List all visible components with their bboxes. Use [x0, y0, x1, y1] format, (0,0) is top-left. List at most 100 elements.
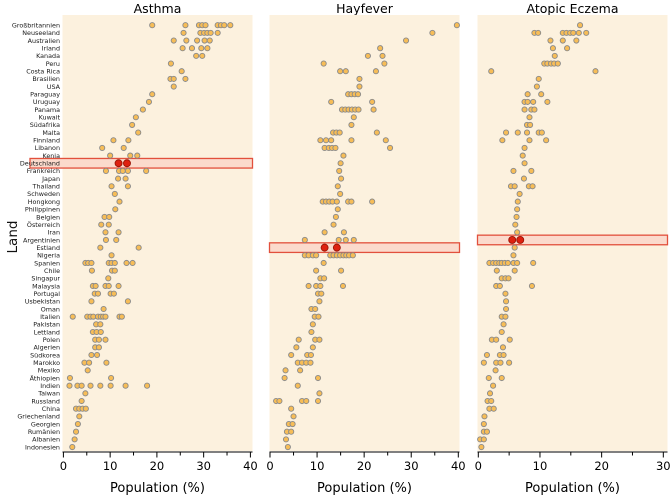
data-point — [478, 443, 485, 451]
data-point-highlight — [508, 236, 517, 244]
data-point — [202, 22, 209, 29]
data-point — [115, 175, 122, 182]
data-point — [316, 298, 323, 305]
data-point-highlight — [320, 243, 329, 252]
data-point — [99, 144, 106, 151]
country-label: Malaysia — [32, 282, 60, 290]
data-point — [122, 175, 129, 182]
data-point — [486, 390, 494, 397]
data-point — [103, 359, 110, 366]
country-label: Russland — [31, 397, 60, 405]
x-axis-label-eczema: Population (%) — [525, 481, 620, 496]
data-point — [335, 236, 342, 244]
country-label: Iran — [48, 229, 60, 237]
data-point — [510, 167, 517, 174]
data-point — [503, 298, 510, 305]
data-point — [364, 52, 371, 59]
data-point — [328, 98, 335, 105]
data-point — [526, 114, 533, 121]
data-point — [381, 60, 388, 67]
data-point — [356, 83, 363, 90]
data-point — [135, 244, 142, 251]
country-label: Griechenland — [17, 413, 60, 421]
data-point — [502, 290, 509, 297]
country-label: Estland — [36, 244, 60, 252]
data-point — [66, 374, 73, 382]
data-point — [76, 413, 83, 420]
data-point — [322, 137, 330, 144]
data-point — [527, 121, 534, 128]
data-point — [340, 229, 347, 236]
data-point — [338, 175, 345, 182]
data-point — [106, 213, 113, 220]
data-point — [350, 114, 357, 121]
data-point — [583, 29, 590, 36]
country-label: Portugal — [34, 290, 61, 298]
data-point — [500, 321, 507, 328]
data-point — [182, 75, 189, 82]
data-point — [305, 282, 312, 290]
country-label: Australien — [28, 37, 60, 45]
data-point — [134, 152, 141, 159]
country-label: Österreich — [27, 220, 60, 229]
data-point — [519, 152, 526, 159]
data-point — [69, 313, 76, 320]
data-point — [488, 68, 495, 75]
data-point — [350, 236, 357, 244]
data-point — [348, 137, 355, 144]
data-point — [110, 137, 117, 144]
data-point — [564, 45, 571, 52]
data-point — [102, 313, 109, 320]
data-point — [480, 436, 487, 443]
data-point — [288, 428, 295, 435]
data-point — [288, 405, 295, 412]
data-point — [356, 75, 363, 82]
data-point — [490, 405, 497, 412]
data-point — [100, 305, 107, 313]
x-tick-label: 0 — [266, 459, 273, 473]
data-point — [386, 144, 394, 151]
data-point — [340, 152, 347, 159]
data-point — [309, 344, 316, 351]
data-point — [178, 68, 185, 75]
data-point — [330, 221, 337, 228]
panel-background — [477, 15, 668, 451]
data-point — [182, 22, 189, 29]
highlight-box — [29, 157, 254, 169]
data-point — [313, 267, 320, 274]
x-tick-label: 0 — [60, 459, 67, 473]
data-point — [102, 167, 109, 174]
data-point — [290, 413, 297, 420]
data-point — [336, 167, 343, 174]
data-point — [559, 37, 566, 44]
data-point — [88, 351, 95, 359]
data-point — [496, 282, 503, 290]
data-point — [123, 259, 130, 267]
data-point — [112, 206, 119, 213]
country-label: Japan — [41, 175, 60, 183]
data-point — [301, 236, 308, 244]
data-point — [149, 22, 156, 29]
data-point — [355, 106, 362, 113]
data-point — [575, 29, 582, 36]
data-point — [523, 129, 531, 136]
data-point — [530, 259, 537, 267]
data-point-highlight — [123, 159, 131, 168]
x-tick-label: 40 — [243, 459, 258, 473]
data-point — [309, 321, 316, 328]
data-point — [516, 190, 523, 197]
data-point — [529, 183, 536, 190]
data-point — [108, 252, 115, 259]
data-point — [120, 144, 127, 151]
country-label: Malta — [42, 129, 60, 137]
data-point — [167, 60, 174, 67]
data-point — [520, 175, 527, 182]
data-point — [314, 374, 322, 382]
data-point — [74, 420, 81, 428]
data-point — [510, 252, 517, 259]
data-point — [554, 60, 561, 67]
data-point — [180, 29, 187, 36]
country-label: Indonesien — [25, 443, 60, 451]
data-point — [111, 259, 118, 267]
data-point — [124, 183, 131, 190]
